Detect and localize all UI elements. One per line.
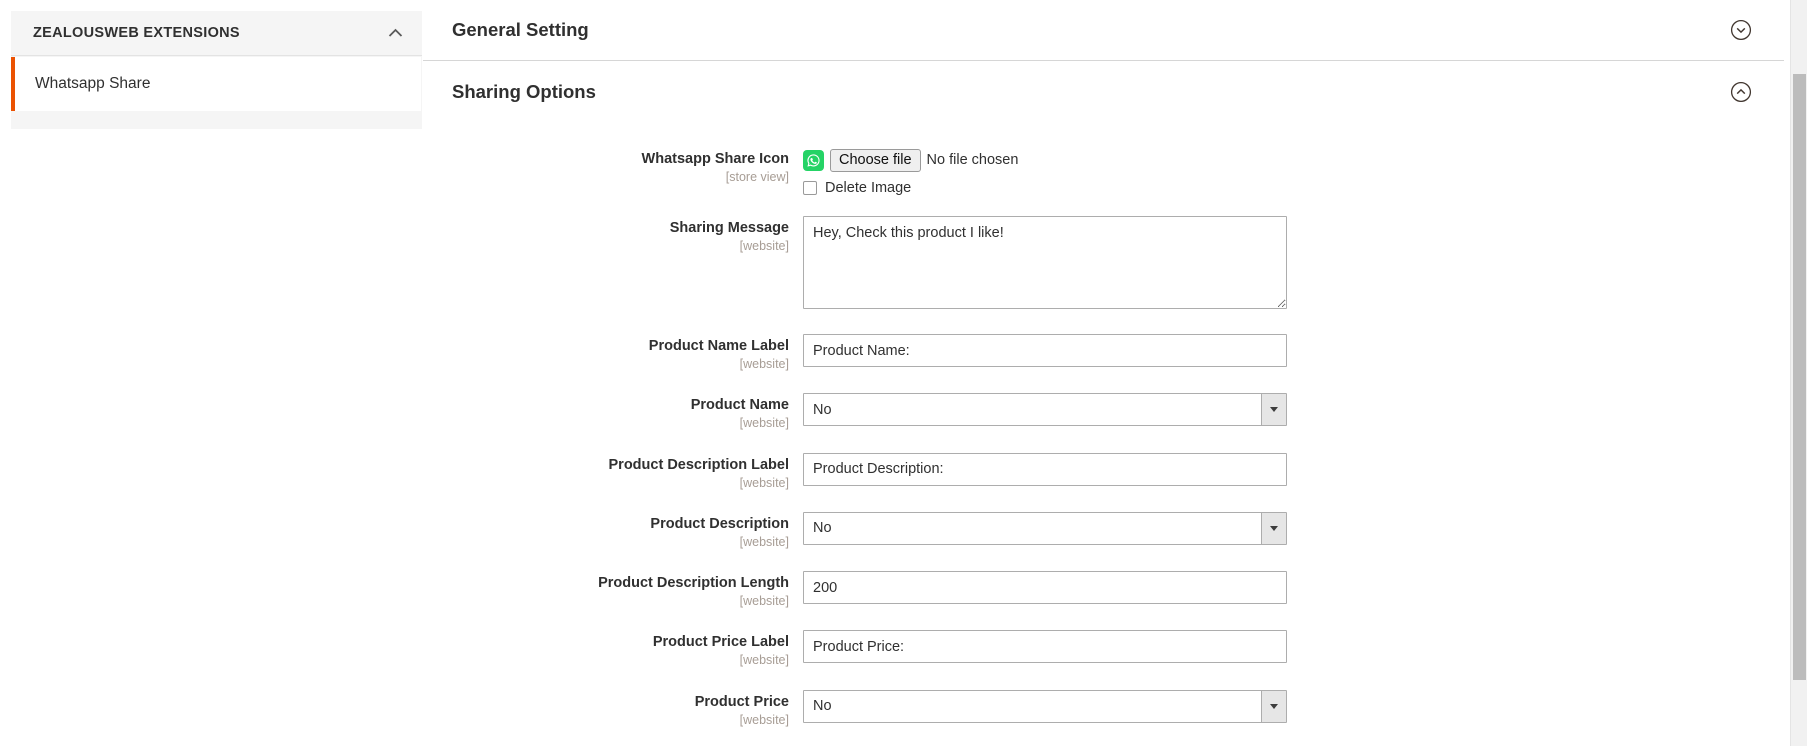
- field-row-product-price-label: Product Price Label [website]: [423, 624, 1784, 669]
- field-label-product-name: Product Name [website]: [423, 387, 803, 432]
- field-label-text: Product Name: [690, 397, 789, 414]
- field-control-product-name: YesNo: [803, 387, 1287, 432]
- field-control-product-name-label: [803, 328, 1287, 373]
- field-scope-text: [website]: [739, 534, 789, 549]
- sidebar-item-label: Whatsapp Share: [35, 75, 151, 92]
- field-label-text: Whatsapp Share Icon: [641, 151, 789, 167]
- field-control-product-price: YesNo: [803, 684, 1287, 729]
- field-row-product-price: Product Price [website] YesNo: [423, 684, 1784, 729]
- field-scope-text: [website]: [739, 357, 789, 372]
- field-label-product-price-label: Product Price Label [website]: [423, 624, 803, 669]
- delete-image-checkbox-line[interactable]: Delete Image: [803, 180, 1018, 196]
- product-description-label-input[interactable]: [803, 452, 1287, 486]
- field-row-product-name: Product Name [website] YesNo: [423, 387, 1784, 432]
- field-scope-text: [website]: [739, 416, 789, 431]
- field-row-product-description-label: Product Description Label [website]: [423, 447, 1784, 492]
- sidebar-group-body: Whatsapp Share: [11, 56, 422, 129]
- field-scope-text: [website]: [739, 712, 789, 727]
- section-title-sharing-options: Sharing Options: [452, 80, 596, 102]
- section-header-sharing-options[interactable]: Sharing Options: [423, 61, 1784, 122]
- field-label-product-description: Product Description [website]: [423, 506, 803, 551]
- field-label-text: Product Description Label: [608, 456, 789, 473]
- product-description-select[interactable]: YesNo: [803, 511, 1287, 545]
- file-upload-line: Choose file No file chosen: [803, 147, 1018, 173]
- field-scope-text: [website]: [739, 594, 789, 609]
- field-label-product-price: Product Price [website]: [423, 684, 803, 729]
- product-price-select[interactable]: YesNo: [803, 689, 1287, 723]
- delete-image-label: Delete Image: [825, 180, 912, 196]
- circle-chevron-up-icon[interactable]: [1730, 81, 1752, 103]
- field-control-product-price-label: [803, 624, 1287, 669]
- chevron-up-icon[interactable]: [386, 24, 404, 42]
- page-scrollbar[interactable]: [1790, 0, 1807, 746]
- product-description-select-wrap: YesNo: [803, 511, 1287, 545]
- sharing-message-textarea[interactable]: [803, 216, 1287, 309]
- field-control-sharing-message: [803, 210, 1287, 314]
- field-label-text: Product Description: [650, 515, 789, 532]
- section-header-general-setting[interactable]: General Setting: [423, 0, 1784, 61]
- field-scope-text: [website]: [739, 475, 789, 490]
- field-label-text: Product Name Label: [648, 338, 789, 354]
- field-scope-text: [website]: [739, 653, 789, 668]
- scrollbar-thumb[interactable]: [1793, 74, 1806, 680]
- config-main: General Setting Sharing Options: [423, 0, 1784, 746]
- field-control-product-description-length: [803, 565, 1287, 610]
- field-control-whatsapp-share-icon: Choose file No file chosen Delete Image: [803, 141, 1018, 196]
- field-label-text: Product Price Label: [652, 634, 789, 651]
- delete-image-checkbox[interactable]: [803, 181, 817, 195]
- field-label-whatsapp-share-icon: Whatsapp Share Icon [store view]: [423, 141, 803, 196]
- field-row-product-description-length: Product Description Length [website]: [423, 565, 1784, 610]
- product-description-length-input[interactable]: [803, 571, 1287, 604]
- product-name-label-input[interactable]: [803, 334, 1287, 367]
- sidebar-group-title: ZEALOUSWEB EXTENSIONS: [33, 25, 240, 41]
- field-row-product-description: Product Description [website] YesNo: [423, 506, 1784, 551]
- field-label-product-description-length: Product Description Length [website]: [423, 565, 803, 610]
- sidebar-group-zealousweb: ZEALOUSWEB EXTENSIONS Whatsapp Share: [11, 11, 422, 129]
- field-label-text: Product Description Length: [598, 575, 789, 591]
- config-sidebar: ZEALOUSWEB EXTENSIONS Whatsapp Share: [0, 0, 423, 746]
- field-control-product-description: YesNo: [803, 506, 1287, 551]
- field-control-product-description-label: [803, 447, 1287, 492]
- choose-file-button[interactable]: Choose file: [830, 148, 921, 172]
- whatsapp-icon: [803, 149, 824, 171]
- sidebar-group-header[interactable]: ZEALOUSWEB EXTENSIONS: [11, 11, 422, 56]
- section-title-general-setting: General Setting: [452, 19, 589, 40]
- sharing-options-form: Whatsapp Share Icon [store view] Choose …: [423, 122, 1784, 729]
- file-status-text: No file chosen: [926, 152, 1019, 168]
- field-row-sharing-message: Sharing Message [website]: [423, 210, 1784, 314]
- field-label-product-name-label: Product Name Label [website]: [423, 328, 803, 373]
- field-row-whatsapp-share-icon: Whatsapp Share Icon [store view] Choose …: [423, 141, 1784, 196]
- product-name-select[interactable]: YesNo: [803, 393, 1287, 427]
- field-label-product-description-label: Product Description Label [website]: [423, 447, 803, 492]
- field-label-text: Product Price: [694, 693, 789, 710]
- sidebar-item-whatsapp-share[interactable]: Whatsapp Share: [11, 57, 421, 111]
- field-scope-text: [store view]: [725, 170, 789, 185]
- field-scope-text: [website]: [739, 239, 789, 254]
- product-price-select-wrap: YesNo: [803, 689, 1287, 723]
- field-label-sharing-message: Sharing Message [website]: [423, 210, 803, 314]
- product-name-select-wrap: YesNo: [803, 393, 1287, 427]
- field-row-product-name-label: Product Name Label [website]: [423, 328, 1784, 373]
- field-label-text: Sharing Message: [669, 220, 789, 236]
- circle-chevron-down-icon[interactable]: [1730, 19, 1752, 41]
- product-price-label-input[interactable]: [803, 630, 1287, 664]
